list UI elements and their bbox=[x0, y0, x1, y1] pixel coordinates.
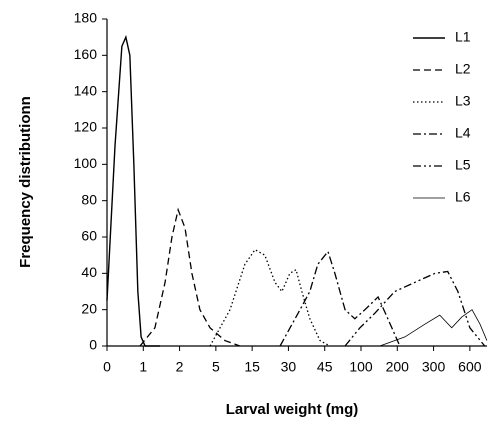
x-axis-label: Larval weight (mg) bbox=[226, 401, 359, 418]
series-line bbox=[106, 34, 160, 347]
x-tick-label: 600 bbox=[458, 359, 482, 375]
y-tick-label: 40 bbox=[81, 264, 97, 280]
series-line bbox=[209, 248, 331, 347]
x-tick-label: 2 bbox=[176, 359, 184, 375]
y-tick-label: 180 bbox=[74, 10, 98, 26]
x-tick-label: 0 bbox=[103, 359, 111, 375]
y-tick-label: 20 bbox=[81, 300, 97, 316]
legend-label: L1 bbox=[455, 29, 471, 45]
y-tick-label: 140 bbox=[74, 82, 98, 98]
x-tick-label: 15 bbox=[244, 359, 260, 375]
y-tick-label: 60 bbox=[81, 228, 97, 244]
x-tick-label: 100 bbox=[349, 359, 373, 375]
legend-label: L6 bbox=[455, 189, 471, 205]
y-tick-label: 100 bbox=[74, 155, 98, 171]
legend-label: L2 bbox=[455, 61, 471, 77]
y-tick-label: 0 bbox=[89, 337, 97, 353]
x-tick-label: 300 bbox=[422, 359, 446, 375]
y-tick-label: 120 bbox=[74, 119, 98, 135]
series-line bbox=[344, 270, 486, 347]
series-line bbox=[139, 207, 241, 347]
x-tick-label: 30 bbox=[281, 359, 297, 375]
x-tick-label: 1 bbox=[139, 359, 147, 375]
series-line bbox=[279, 250, 401, 347]
legend-label: L4 bbox=[455, 125, 471, 141]
y-axis-label: Frequency distributionn bbox=[17, 96, 34, 268]
x-tick-label: 200 bbox=[386, 359, 410, 375]
series-line bbox=[379, 309, 488, 347]
legend-label: L5 bbox=[455, 157, 471, 173]
y-tick-label: 80 bbox=[81, 191, 97, 207]
x-tick-label: 45 bbox=[317, 359, 333, 375]
y-tick-label: 160 bbox=[74, 46, 98, 62]
x-tick-label: 5 bbox=[212, 359, 220, 375]
legend-label: L3 bbox=[455, 93, 471, 109]
